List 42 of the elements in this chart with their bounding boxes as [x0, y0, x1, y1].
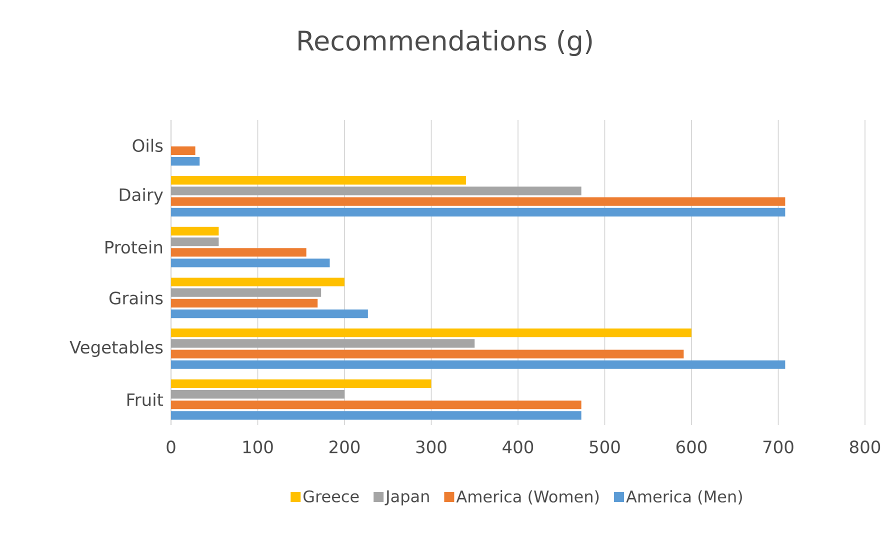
bar — [171, 400, 582, 410]
y-tick-label: Grains — [110, 291, 163, 304]
bar — [171, 411, 582, 420]
bar — [171, 390, 345, 399]
y-tick-label: Vegetables — [70, 340, 163, 357]
bar — [171, 248, 306, 257]
bar — [171, 226, 219, 236]
x-tick-label: 100 — [243, 440, 273, 454]
bar — [171, 176, 466, 185]
bar — [171, 146, 196, 156]
bar — [171, 339, 475, 348]
y-tick-label: Protein — [106, 240, 162, 254]
y-tick-label: Fruit — [127, 392, 164, 406]
bar — [171, 360, 786, 369]
x-tick-label: 200 — [330, 440, 360, 454]
chart-title: Recommendations (g) — [298, 30, 592, 56]
legend-label: Japan — [384, 490, 429, 506]
bar — [171, 298, 318, 308]
x-tick-label: 300 — [416, 440, 446, 454]
y-tick-label: Dairy — [120, 188, 163, 204]
legend-label: America (Men) — [626, 490, 742, 504]
bar — [171, 328, 692, 338]
x-tick-label: 500 — [590, 440, 620, 454]
x-tick-label: 800 — [850, 440, 880, 454]
x-tick-label: 700 — [763, 440, 794, 454]
bar — [171, 258, 330, 268]
legend-label: America (Women) — [456, 490, 599, 504]
bar — [171, 278, 345, 286]
x-tick-label: 400 — [502, 440, 534, 454]
legend-label: Greece — [304, 490, 359, 502]
bar — [171, 157, 200, 166]
bar — [171, 186, 582, 196]
x-tick-label: 0 — [166, 440, 176, 454]
bar — [171, 237, 219, 246]
y-tick-label: Oils — [132, 138, 163, 152]
x-tick-label: 600 — [676, 440, 707, 454]
bar — [171, 310, 368, 318]
bar — [171, 379, 432, 388]
bar — [171, 350, 684, 358]
bar — [171, 197, 786, 206]
bar — [171, 208, 786, 216]
bar — [171, 288, 322, 297]
